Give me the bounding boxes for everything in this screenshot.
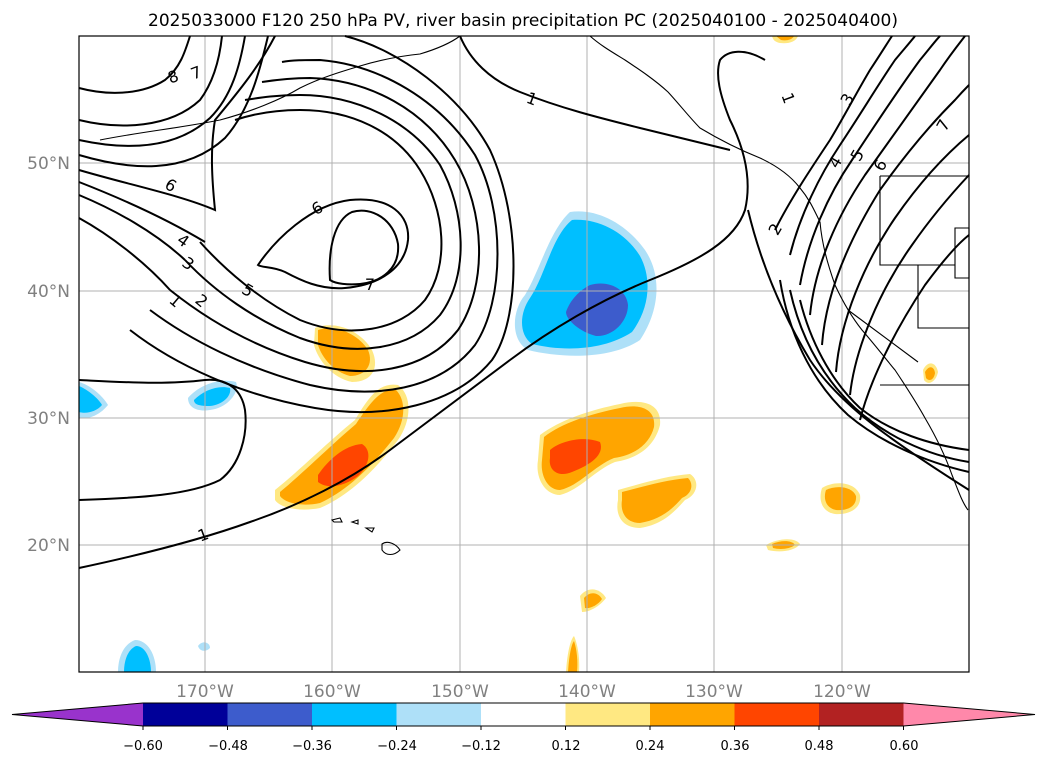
lat-label: 50°N [27, 154, 70, 174]
colorbar-tick-label: −0.12 [461, 739, 501, 754]
lon-label: 170°W [176, 682, 234, 702]
colorbar-extend-min [12, 703, 143, 726]
colorbar-bin [481, 703, 566, 726]
colorbar-bin [819, 703, 904, 726]
contour-label: 7 [365, 275, 375, 294]
colorbar-bin [734, 703, 820, 726]
lon-label: 140°W [558, 682, 616, 702]
longitude-labels: 170°W 160°W 150°W 140°W 130°W 120°W [176, 682, 871, 702]
colorbar-bin [143, 703, 228, 726]
colorbar-tick-label: 0.12 [552, 739, 581, 754]
lat-label: 30°N [27, 409, 70, 429]
colorbar-bin [227, 703, 313, 726]
colorbar-tick-label: −0.60 [123, 739, 163, 754]
colorbar-tick-label: 0.24 [636, 739, 665, 754]
latitude-labels: 50°N 40°N 30°N 20°N [27, 154, 70, 556]
lat-label: 40°N [27, 282, 70, 302]
colorbar-bin [650, 703, 735, 726]
pv-contours [78, 35, 970, 569]
colorbar-tick-label: 0.36 [721, 739, 750, 754]
colorbar-ticks: −0.60 −0.48 −0.36 −0.24 −0.12 0.12 0.24 … [123, 739, 918, 754]
map-border [78, 35, 970, 673]
colorbar-tick-label: 0.60 [890, 739, 919, 754]
colorbar-tick-label: −0.48 [208, 739, 248, 754]
lon-label: 160°W [303, 682, 361, 702]
map-panel: 8 7 6 6 7 5 4 3 2 1 1 1 1 2 4 5 6 3 7 [78, 35, 970, 673]
colorbar-extend-max [903, 703, 1035, 726]
colorbar [11, 702, 1036, 730]
lon-label: 150°W [431, 682, 489, 702]
colorbar-bin [565, 703, 651, 726]
lon-label: 120°W [813, 682, 871, 702]
map-title: 2025033000 F120 250 hPa PV, river basin … [148, 11, 898, 31]
colorbar-bin [312, 703, 397, 726]
colorbar-bin [396, 703, 482, 726]
lon-label: 130°W [685, 682, 743, 702]
colorbar-tick-label: −0.24 [377, 739, 417, 754]
lat-label: 20°N [27, 536, 70, 556]
colorbar-tick-label: 0.48 [805, 739, 834, 754]
colorbar-tick-label: −0.36 [292, 739, 332, 754]
